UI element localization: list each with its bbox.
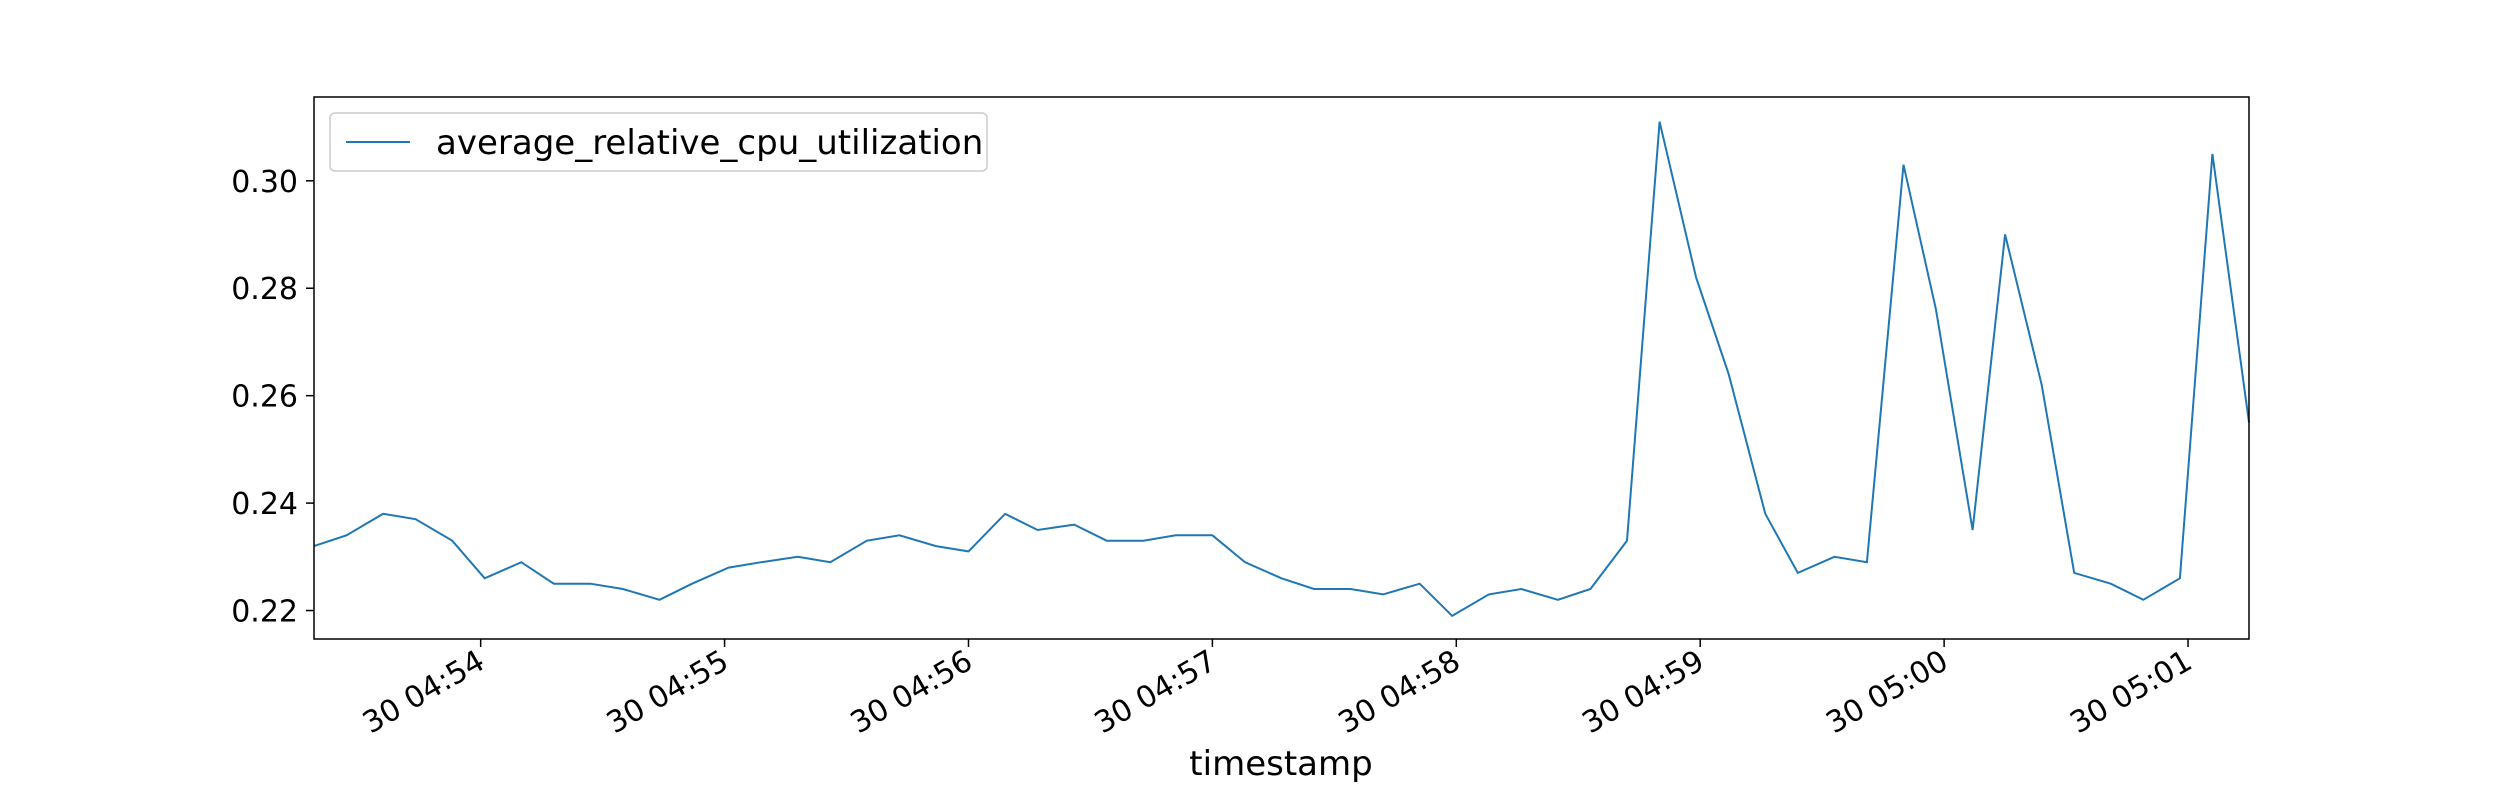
series-line — [313, 121, 2250, 618]
y-tick-label: 0.22 — [231, 595, 298, 630]
plot-frame — [313, 96, 2250, 640]
x-axis-label: timestamp — [1189, 744, 1372, 784]
y-tick-label: 0.24 — [231, 487, 298, 522]
y-tick-label: 0.30 — [231, 165, 298, 200]
y-tick-label: 0.26 — [231, 380, 298, 415]
legend-label: average_relative_cpu_utilization — [436, 123, 983, 163]
y-tick-label: 0.28 — [231, 272, 298, 307]
legend-box — [329, 112, 988, 172]
